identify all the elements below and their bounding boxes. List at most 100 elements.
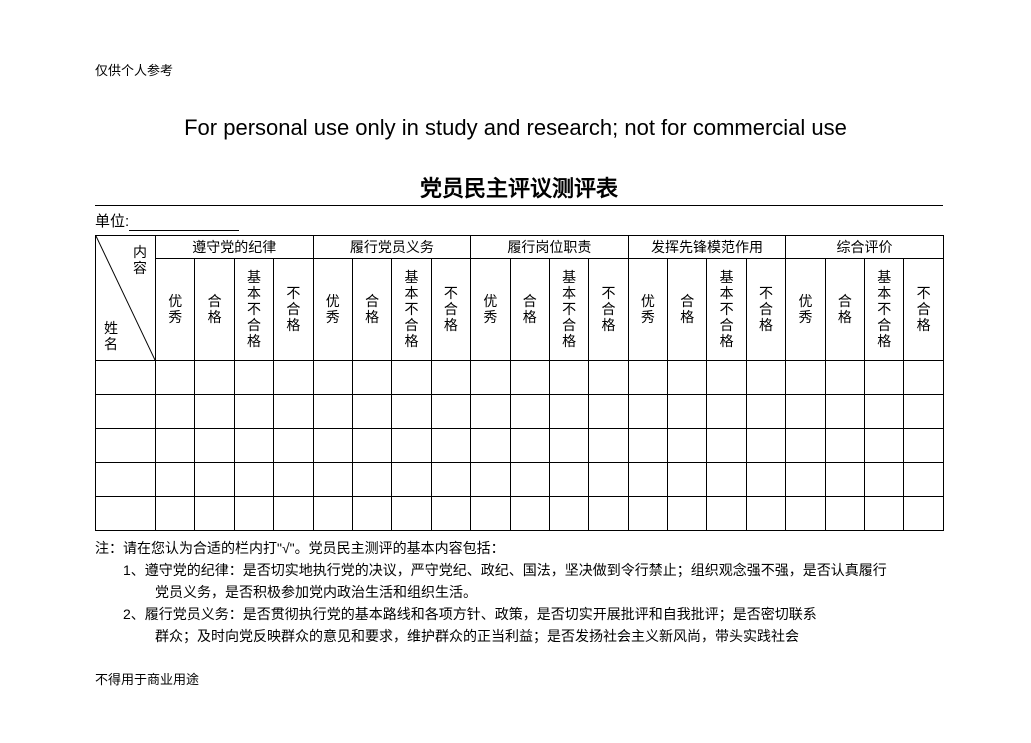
table-cell (707, 395, 746, 429)
table-cell (786, 463, 825, 497)
table-cell (904, 395, 943, 429)
table-cell (668, 497, 707, 531)
sub-header-cell: 基本不合格 (707, 259, 746, 361)
group-header-row: 内容 姓名 遵守党的纪律 履行党员义务 履行岗位职责 发挥先锋模范作用 综合评价 (96, 236, 944, 259)
table-cell (628, 395, 667, 429)
table-cell (195, 463, 234, 497)
table-cell (628, 463, 667, 497)
table-cell (510, 429, 549, 463)
top-note: 仅供个人参考 (95, 60, 173, 79)
table-cell (471, 463, 510, 497)
table-cell (746, 395, 785, 429)
table-cell (313, 463, 352, 497)
table-cell (825, 395, 864, 429)
table-cell (234, 361, 273, 395)
diag-name-label: 姓名 (104, 320, 118, 352)
table-cell (904, 463, 943, 497)
table-cell (825, 497, 864, 531)
table-cell (392, 429, 431, 463)
table-cell (510, 497, 549, 531)
table-cell (707, 429, 746, 463)
table-cell (786, 497, 825, 531)
bottom-note: 不得用于商业用途 (95, 669, 199, 688)
group-header-3: 发挥先锋模范作用 (628, 236, 786, 259)
sub-header-cell: 基本不合格 (234, 259, 273, 361)
table-cell (96, 497, 156, 531)
diagonal-header-cell: 内容 姓名 (96, 236, 156, 361)
table-cell (431, 429, 470, 463)
table-cell (825, 463, 864, 497)
table-cell (431, 395, 470, 429)
table-cell (471, 361, 510, 395)
table-cell (313, 395, 352, 429)
sub-header-cell: 不合格 (274, 259, 313, 361)
table-cell (865, 497, 904, 531)
table-cell (471, 395, 510, 429)
sub-header-cell: 基本不合格 (865, 259, 904, 361)
sub-header-cell: 不合格 (431, 259, 470, 361)
table-cell (274, 395, 313, 429)
sub-header-cell: 合格 (195, 259, 234, 361)
table-cell (668, 395, 707, 429)
table-cell (746, 361, 785, 395)
unit-label: 单位: (95, 213, 129, 230)
table-cell (96, 395, 156, 429)
table-body (96, 361, 944, 531)
page-title: 党员民主评议测评表 (95, 171, 943, 206)
table-cell (156, 395, 195, 429)
table-cell (392, 361, 431, 395)
table-cell (510, 361, 549, 395)
diag-content-label: 内容 (133, 244, 147, 276)
table-cell (392, 395, 431, 429)
table-cell (156, 429, 195, 463)
notes-section: 注：请在您认为合适的栏内打"√"。党员民主测评的基本内容包括： 1、遵守党的纪律… (95, 537, 943, 647)
table-cell (471, 497, 510, 531)
table-cell (549, 463, 588, 497)
sub-header-cell: 不合格 (746, 259, 785, 361)
note-line-2b: 群众；及时向党反映群众的意见和要求，维护群众的正当利益；是否发扬社会主义新风尚，… (95, 625, 943, 647)
table-cell (234, 395, 273, 429)
note-line-1b: 党员义务，是否积极参加党内政治生活和组织生活。 (95, 581, 943, 603)
table-cell (825, 361, 864, 395)
table-cell (668, 463, 707, 497)
sub-header-cell: 不合格 (904, 259, 943, 361)
table-cell (825, 429, 864, 463)
evaluation-table: 内容 姓名 遵守党的纪律 履行党员义务 履行岗位职责 发挥先锋模范作用 综合评价… (95, 235, 944, 531)
table-cell (431, 463, 470, 497)
table-row (96, 497, 944, 531)
table-cell (628, 361, 667, 395)
group-header-4: 综合评价 (786, 236, 944, 259)
table-cell (392, 463, 431, 497)
table-cell (746, 429, 785, 463)
table-cell (96, 429, 156, 463)
table-cell (510, 463, 549, 497)
table-cell (352, 429, 391, 463)
sub-header-cell: 优秀 (471, 259, 510, 361)
table-cell (589, 361, 628, 395)
note-line-1: 1、遵守党的纪律：是否切实地执行党的决议，严守党纪、政纪、国法，坚决做到令行禁止… (115, 559, 943, 581)
table-cell (274, 497, 313, 531)
table-cell (156, 497, 195, 531)
table-cell (352, 463, 391, 497)
table-cell (865, 463, 904, 497)
table-cell (352, 395, 391, 429)
table-cell (746, 497, 785, 531)
table-cell (865, 429, 904, 463)
table-cell (274, 361, 313, 395)
table-row (96, 463, 944, 497)
table-cell (549, 497, 588, 531)
table-cell (156, 361, 195, 395)
table-cell (431, 497, 470, 531)
sub-header-cell: 优秀 (786, 259, 825, 361)
group-header-0: 遵守党的纪律 (156, 236, 314, 259)
table-cell (628, 429, 667, 463)
sub-header-cell: 优秀 (313, 259, 352, 361)
unit-underline (129, 216, 239, 231)
table-cell (707, 497, 746, 531)
sub-header-cell: 合格 (668, 259, 707, 361)
sub-header-cell: 合格 (352, 259, 391, 361)
table-cell (96, 463, 156, 497)
table-cell (96, 361, 156, 395)
table-row (96, 361, 944, 395)
table-cell (904, 361, 943, 395)
